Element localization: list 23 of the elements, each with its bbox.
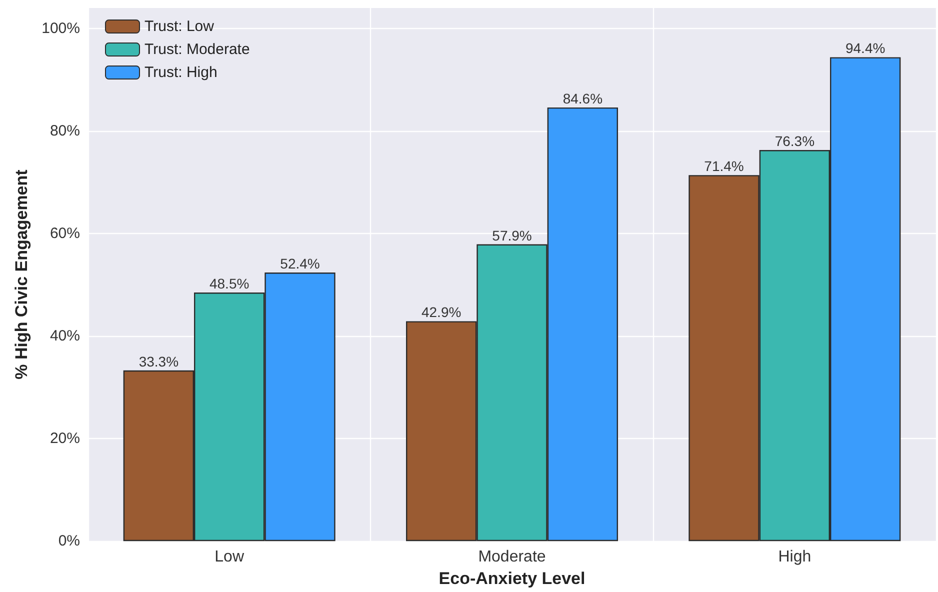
y-tick-label: 80% xyxy=(50,122,80,140)
y-axis-title: % High Civic Engagement xyxy=(12,169,31,380)
data-label: 42.9% xyxy=(421,304,462,320)
y-tick-label: 60% xyxy=(50,225,80,242)
x-axis-title: Eco-Anxiety Level xyxy=(438,569,586,588)
y-tick-label: 0% xyxy=(58,532,80,550)
data-label: 48.5% xyxy=(209,275,250,292)
legend-label: Trust: Moderate xyxy=(144,41,250,58)
data-label: 76.3% xyxy=(774,132,815,149)
data-label: 84.6% xyxy=(562,90,603,106)
data-label: 52.4% xyxy=(280,256,320,272)
data-label: 94.4% xyxy=(845,40,886,56)
y-tick-label: 20% xyxy=(50,430,80,448)
x-tick-label: High xyxy=(778,548,812,566)
data-label: 33.3% xyxy=(138,353,179,370)
legend-label: Trust: Low xyxy=(144,18,214,35)
legend-label: Trust: High xyxy=(144,64,218,81)
data-label: 57.9% xyxy=(492,227,532,244)
x-tick-label: Moderate xyxy=(478,548,546,566)
y-tick-label: 100% xyxy=(42,20,80,38)
data-label: 71.4% xyxy=(704,158,744,174)
y-tick-label: 40% xyxy=(50,328,80,345)
x-tick-label: Low xyxy=(214,548,244,566)
